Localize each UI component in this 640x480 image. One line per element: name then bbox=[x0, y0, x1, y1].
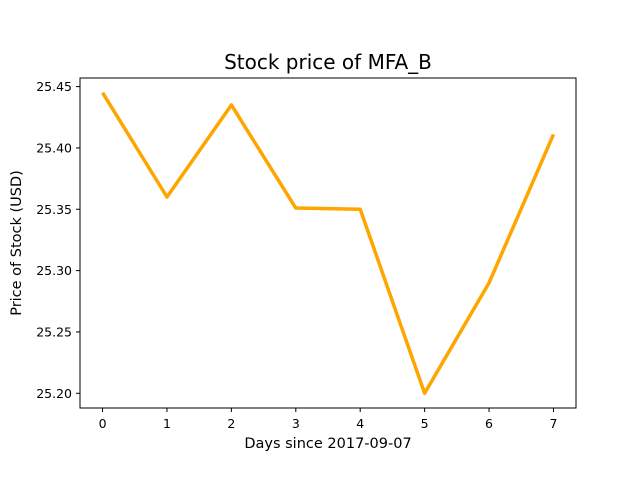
y-axis-label: Price of Stock (USD) bbox=[9, 170, 25, 316]
y-axis-ticks: 25.20 25.25 25.30 25.35 25.40 25.45 bbox=[36, 79, 80, 401]
y-tick-label: 25.45 bbox=[36, 79, 72, 94]
y-tick-label: 25.25 bbox=[36, 324, 72, 339]
x-tick-label: 6 bbox=[485, 416, 493, 431]
y-tick-label: 25.35 bbox=[36, 202, 72, 217]
x-tick-label: 5 bbox=[421, 416, 429, 431]
x-tick-label: 1 bbox=[163, 416, 171, 431]
y-tick-label: 25.30 bbox=[36, 263, 72, 278]
y-tick-label: 25.40 bbox=[36, 140, 72, 155]
x-tick-label: 2 bbox=[227, 416, 235, 431]
series-line bbox=[101, 91, 556, 396]
x-tick-label: 0 bbox=[99, 416, 107, 431]
axes-frame bbox=[79, 77, 577, 409]
x-tick-label: 7 bbox=[549, 416, 557, 431]
y-tick-label: 25.20 bbox=[36, 386, 72, 401]
x-tick-label: 3 bbox=[292, 416, 300, 431]
plot-area: 0 1 2 3 4 5 6 7 25.20 25.25 25.30 25.35 25.40 25.45 bbox=[36, 77, 577, 431]
chart-title: Stock price of MFA_B bbox=[224, 50, 432, 74]
x-axis-label: Days since 2017-09-07 bbox=[244, 436, 411, 452]
x-tick-label: 4 bbox=[356, 416, 364, 431]
x-axis-ticks: 0 1 2 3 4 5 6 7 bbox=[99, 408, 557, 431]
series-layer bbox=[101, 91, 556, 396]
